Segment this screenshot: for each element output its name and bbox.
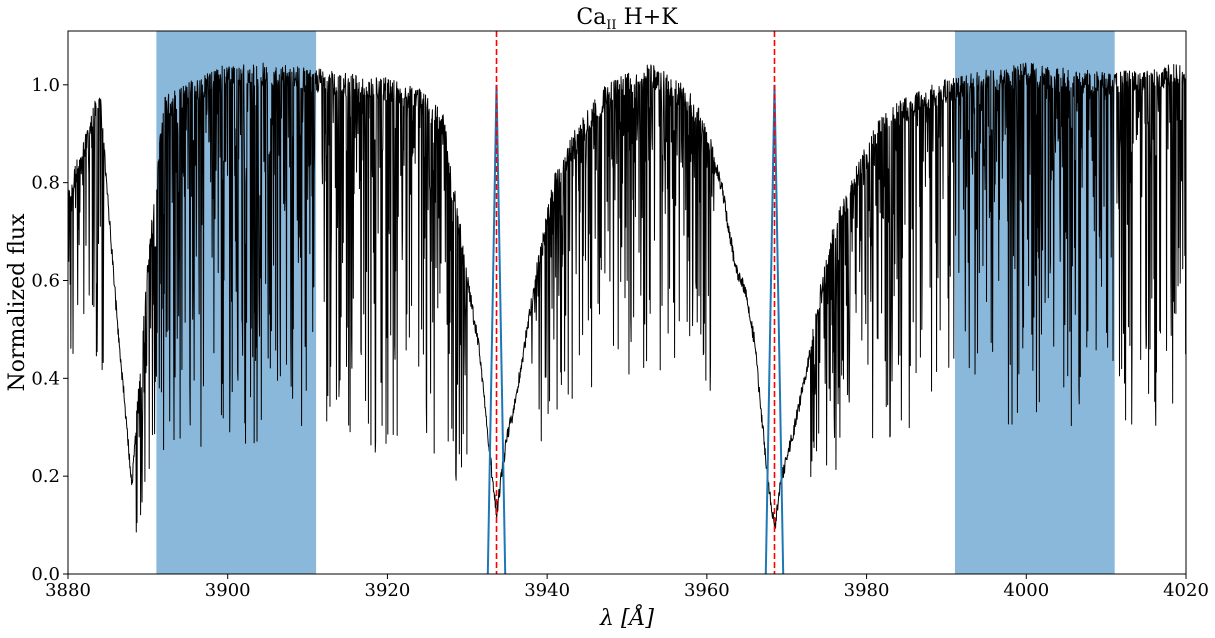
chart-title-suffix: H+K (617, 5, 679, 30)
x-axis-unit: [Å] (621, 603, 654, 631)
chart-title: CaII H+K (576, 5, 678, 33)
y-axis-title: Normalized flux (5, 213, 30, 392)
x-tick-label: 3940 (524, 580, 570, 601)
x-tick-label: 3980 (844, 580, 890, 601)
plot-frame (67, 30, 1187, 575)
x-tick-label: 3960 (684, 580, 730, 601)
x-tick-label: 4000 (1003, 580, 1049, 601)
x-axis-title: λ [Å] (599, 603, 654, 631)
y-tick-label: 0.8 (31, 173, 60, 194)
x-tick-label: 3900 (205, 580, 251, 601)
line-markers (495, 31, 776, 574)
y-tick-label: 0.2 (31, 466, 60, 487)
x-tick-label: 3880 (45, 580, 91, 601)
x-axis-ticks: 3880 3900 3920 3940 3960 3980 4000 4020 (45, 574, 1209, 601)
y-axis-ticks: 0.0 0.2 0.4 0.6 0.8 1.0 (31, 75, 68, 585)
chart-title-subscript: II (606, 18, 616, 33)
x-tick-label: 4020 (1163, 580, 1209, 601)
y-tick-label: 1.0 (31, 75, 60, 96)
x-tick-label: 3920 (365, 580, 411, 601)
bandpass-triangle-1 (486, 84, 507, 574)
series-layer (68, 62, 1186, 574)
spectrum-line (68, 62, 1186, 533)
y-tick-label: 0.4 (31, 368, 60, 389)
y-tick-label: 0.0 (31, 564, 60, 585)
y-tick-label: 0.6 (31, 270, 60, 291)
x-axis-symbol: λ (599, 606, 614, 631)
bandpass-triangle-2 (764, 84, 785, 574)
